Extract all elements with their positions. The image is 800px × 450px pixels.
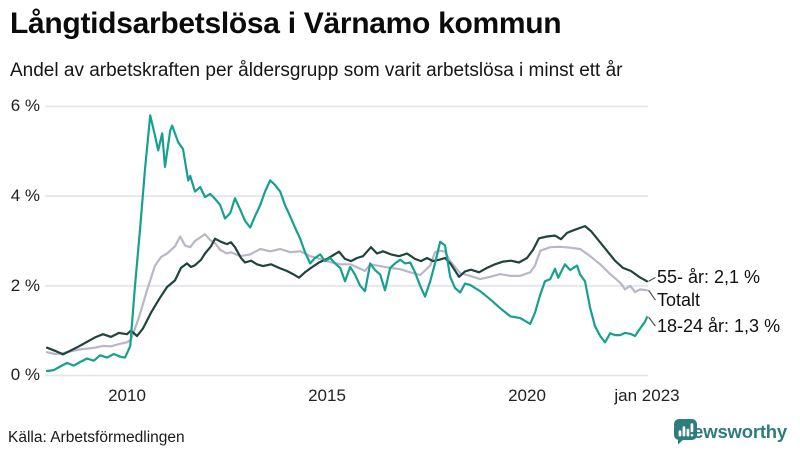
newsworthy-wordmark: Newsworthy <box>680 421 787 442</box>
chart-subtitle: Andel av arbetskraften per åldersgrupp s… <box>10 60 623 81</box>
x-tick-2010: 2010 <box>108 386 146 405</box>
source-note: Källa: Arbetsförmedlingen <box>8 429 185 446</box>
x-tick-2015: 2015 <box>308 386 346 405</box>
newsworthy-logo: Newsworthy <box>673 418 787 446</box>
page-title: Långtidsarbetslösa i Värnamo kommun <box>10 7 562 40</box>
y-tick-0: 0 % <box>10 365 40 384</box>
y-tick-2: 2 % <box>10 276 40 295</box>
y-tick-4: 4 % <box>10 186 40 205</box>
y-tick-6: 6 % <box>10 96 40 115</box>
newsworthy-icon <box>674 419 697 445</box>
series-label-18-24: 18-24 år: 1,3 % <box>657 316 781 336</box>
series-label-totalt: Totalt <box>657 290 701 310</box>
series-label-55-ar: 55- år: 2,1 % <box>657 267 761 287</box>
x-tick-2020: 2020 <box>508 386 546 405</box>
x-tick-jan2023: jan 2023 <box>614 386 680 405</box>
